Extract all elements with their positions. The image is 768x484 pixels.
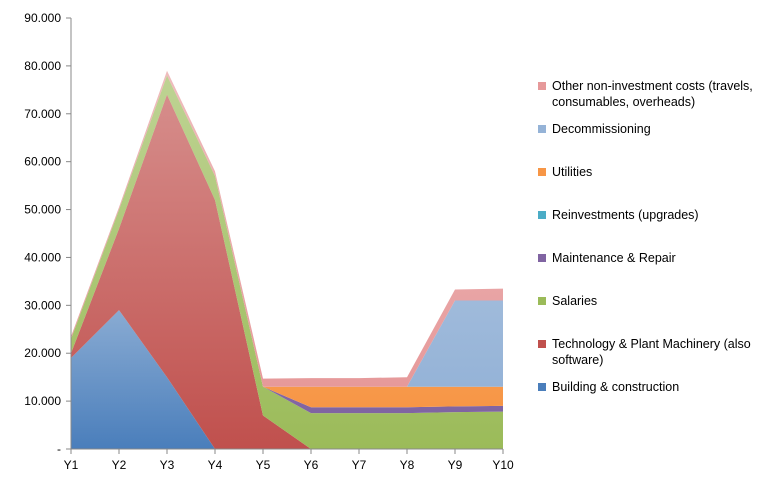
legend-swatch — [538, 125, 546, 133]
x-tick-label: Y1 — [64, 458, 79, 472]
y-tick-label: 80.000 — [24, 59, 61, 73]
area-building-construction — [71, 310, 503, 449]
y-tick-label: - — [57, 442, 61, 456]
legend-item-reinvestments-upgrades: Reinvestments (upgrades) — [538, 207, 766, 223]
legend-swatch — [538, 168, 546, 176]
legend-item-building-construction: Building & construction — [538, 379, 766, 395]
legend-swatch — [538, 211, 546, 219]
x-tick-label: Y6 — [304, 458, 319, 472]
area-series-group — [71, 70, 503, 449]
y-axis-ticks: - 10.000 20.000 30.000 40.000 50.000 60.000 70.… — [24, 11, 71, 456]
x-axis-ticks: Y1 Y2 Y3 Y4 Y5 Y6 Y7 Y8 Y9 Y10 — [64, 449, 514, 472]
x-tick-label: Y4 — [208, 458, 223, 472]
legend-item-maintenance-repair: Maintenance & Repair — [538, 250, 766, 266]
legend-item-salaries: Salaries — [538, 293, 766, 309]
y-tick-label: 20.000 — [24, 346, 61, 360]
legend-swatch — [538, 82, 546, 90]
legend-label: Utilities — [552, 165, 593, 179]
y-tick-label: 90.000 — [24, 11, 61, 25]
legend-item-utilities: Utilities — [538, 164, 766, 180]
legend-item-other-non-investment-costs-travels-consumables-overheads: Other non-investment costs (travels, con… — [538, 78, 766, 110]
legend-label: Decommissioning — [552, 122, 651, 136]
x-tick-label: Y10 — [492, 458, 514, 472]
legend-item-technology-plant-machinery-also-software: Technology & Plant Machinery (also softw… — [538, 336, 766, 368]
legend-label: Maintenance & Repair — [552, 251, 676, 265]
area-decommissioning — [71, 75, 503, 387]
y-tick-label: 10.000 — [24, 394, 61, 408]
y-tick-label: 60.000 — [24, 155, 61, 169]
legend-label: Other non-investment costs (travels, con… — [552, 79, 753, 109]
legend-swatch — [538, 383, 546, 391]
x-tick-label: Y3 — [160, 458, 175, 472]
x-tick-label: Y5 — [256, 458, 271, 472]
x-tick-label: Y8 — [400, 458, 415, 472]
legend-label: Technology & Plant Machinery (also softw… — [552, 337, 751, 367]
area-technology-plant-machinery-also-software — [71, 94, 503, 449]
x-tick-label: Y7 — [352, 458, 367, 472]
y-tick-label: 50.000 — [24, 203, 61, 217]
legend-swatch — [538, 254, 546, 262]
x-tick-label: Y9 — [448, 458, 463, 472]
y-tick-label: 30.000 — [24, 298, 61, 312]
legend-swatch — [538, 340, 546, 348]
x-tick-label: Y2 — [112, 458, 127, 472]
legend-label: Salaries — [552, 294, 598, 308]
y-tick-label: 70.000 — [24, 107, 61, 121]
legend-swatch — [538, 297, 546, 305]
y-tick-label: 40.000 — [24, 250, 61, 264]
axes — [70, 18, 503, 450]
legend-label: Building & construction — [552, 380, 680, 394]
legend-label: Reinvestments (upgrades) — [552, 208, 699, 222]
legend-item-decommissioning: Decommissioning — [538, 121, 766, 137]
